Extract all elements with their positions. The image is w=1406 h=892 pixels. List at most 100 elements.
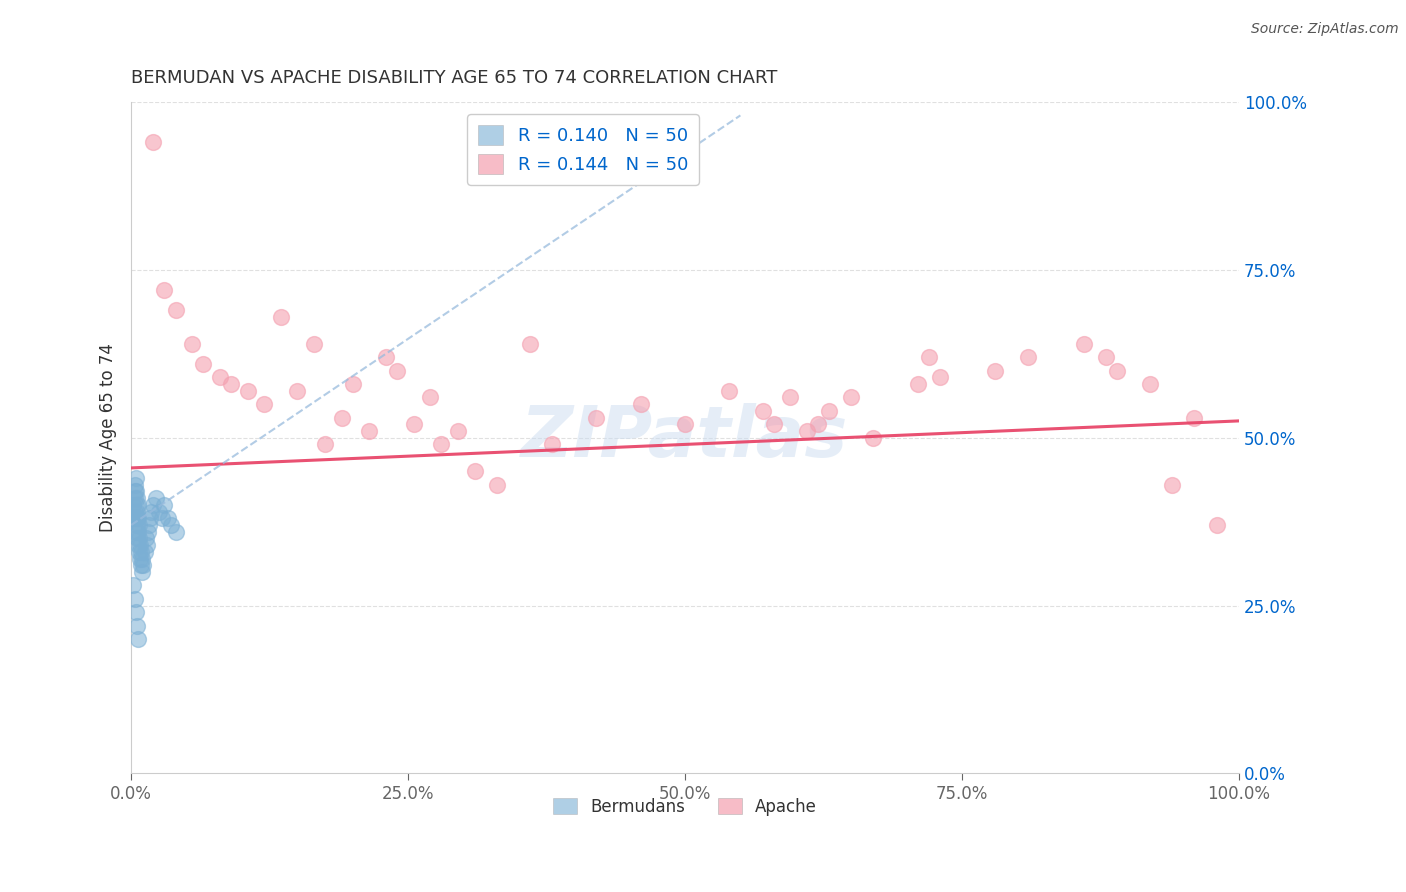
Point bbox=[125, 618, 148, 632]
Point bbox=[928, 370, 950, 384]
Point bbox=[142, 498, 165, 512]
Point bbox=[1095, 350, 1118, 364]
Point bbox=[796, 424, 818, 438]
Text: ZIPatlas: ZIPatlas bbox=[522, 403, 849, 472]
Point bbox=[402, 417, 425, 432]
Point bbox=[125, 532, 148, 546]
Point bbox=[153, 283, 176, 297]
Point bbox=[127, 498, 149, 512]
Point bbox=[673, 417, 696, 432]
Point bbox=[907, 376, 929, 391]
Point bbox=[135, 532, 157, 546]
Point bbox=[125, 504, 148, 518]
Point bbox=[193, 357, 215, 371]
Point bbox=[330, 410, 353, 425]
Point bbox=[125, 605, 148, 619]
Point bbox=[122, 498, 145, 512]
Point bbox=[236, 384, 259, 398]
Text: BERMUDAN VS APACHE DISABILITY AGE 65 TO 74 CORRELATION CHART: BERMUDAN VS APACHE DISABILITY AGE 65 TO … bbox=[131, 69, 778, 87]
Point bbox=[148, 504, 170, 518]
Point bbox=[138, 518, 160, 533]
Point bbox=[818, 404, 841, 418]
Point bbox=[718, 384, 741, 398]
Point bbox=[779, 391, 801, 405]
Point bbox=[142, 135, 165, 149]
Point bbox=[751, 404, 773, 418]
Point bbox=[129, 551, 152, 566]
Point bbox=[585, 410, 607, 425]
Point bbox=[862, 431, 884, 445]
Point bbox=[1139, 376, 1161, 391]
Point bbox=[464, 464, 486, 478]
Point bbox=[122, 511, 145, 525]
Point bbox=[1205, 518, 1227, 533]
Point bbox=[125, 524, 148, 539]
Point bbox=[141, 504, 163, 518]
Point bbox=[129, 558, 152, 573]
Point bbox=[302, 336, 325, 351]
Point bbox=[181, 336, 204, 351]
Point bbox=[270, 310, 292, 324]
Point bbox=[1105, 363, 1128, 377]
Point bbox=[762, 417, 785, 432]
Point bbox=[124, 504, 146, 518]
Point bbox=[385, 363, 408, 377]
Text: Source: ZipAtlas.com: Source: ZipAtlas.com bbox=[1251, 22, 1399, 37]
Point bbox=[128, 532, 150, 546]
Point bbox=[125, 491, 148, 505]
Point bbox=[125, 471, 148, 485]
Point bbox=[136, 524, 159, 539]
Legend: Bermudans, Apache: Bermudans, Apache bbox=[547, 791, 824, 822]
Point bbox=[485, 477, 508, 491]
Point bbox=[1161, 477, 1184, 491]
Point bbox=[125, 511, 148, 525]
Point bbox=[125, 511, 148, 525]
Point bbox=[127, 524, 149, 539]
Point bbox=[208, 370, 231, 384]
Point bbox=[839, 391, 862, 405]
Point bbox=[127, 632, 149, 647]
Point bbox=[128, 545, 150, 559]
Point bbox=[630, 397, 652, 411]
Point bbox=[122, 578, 145, 592]
Point bbox=[145, 491, 167, 505]
Point bbox=[134, 545, 156, 559]
Point bbox=[139, 511, 162, 525]
Point bbox=[124, 491, 146, 505]
Point bbox=[359, 424, 381, 438]
Point bbox=[165, 303, 187, 318]
Point bbox=[430, 437, 453, 451]
Point bbox=[160, 518, 183, 533]
Point bbox=[219, 376, 242, 391]
Point bbox=[153, 498, 176, 512]
Point bbox=[128, 518, 150, 533]
Point bbox=[447, 424, 470, 438]
Point bbox=[918, 350, 941, 364]
Point bbox=[131, 551, 153, 566]
Point bbox=[807, 417, 830, 432]
Point bbox=[519, 336, 541, 351]
Point bbox=[342, 376, 364, 391]
Point bbox=[375, 350, 398, 364]
Point bbox=[132, 558, 155, 573]
Y-axis label: Disability Age 65 to 74: Disability Age 65 to 74 bbox=[100, 343, 117, 533]
Point bbox=[1017, 350, 1039, 364]
Point bbox=[150, 511, 173, 525]
Point bbox=[125, 484, 148, 499]
Point bbox=[135, 538, 157, 552]
Point bbox=[165, 524, 187, 539]
Point bbox=[541, 437, 564, 451]
Point bbox=[1184, 410, 1206, 425]
Point bbox=[125, 518, 148, 533]
Point bbox=[129, 545, 152, 559]
Point bbox=[129, 538, 152, 552]
Point bbox=[419, 391, 441, 405]
Point bbox=[156, 511, 179, 525]
Point bbox=[124, 477, 146, 491]
Point bbox=[124, 484, 146, 499]
Point bbox=[984, 363, 1007, 377]
Point bbox=[287, 384, 309, 398]
Point bbox=[124, 591, 146, 606]
Point bbox=[314, 437, 336, 451]
Point bbox=[1073, 336, 1095, 351]
